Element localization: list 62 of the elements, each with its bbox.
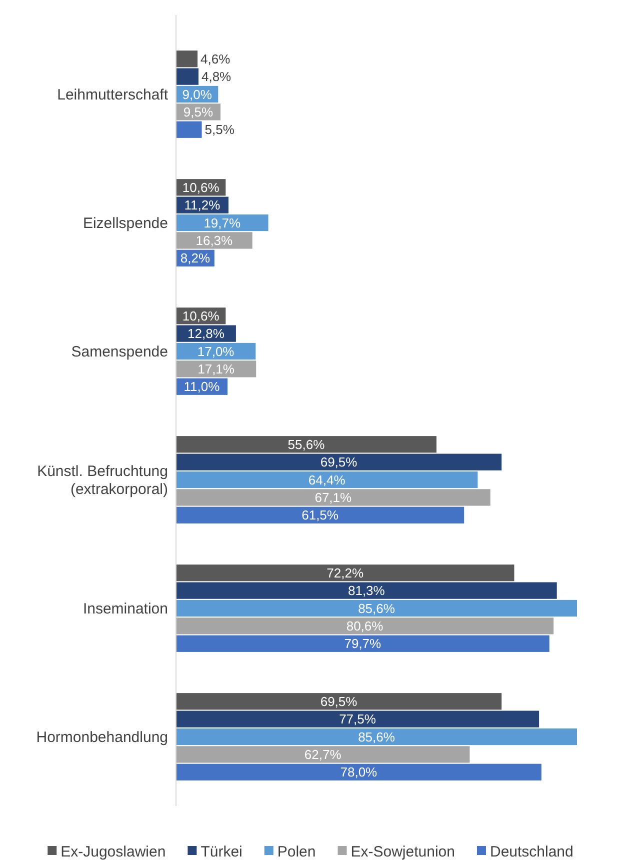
y-tick-label: Künstl. Befruchtung (extrakorporal) [37, 463, 168, 498]
data-label: 72,2% [326, 565, 364, 580]
bar [176, 454, 502, 470]
bar [176, 746, 470, 763]
bar [176, 635, 550, 652]
data-label: 5,5% [204, 122, 235, 138]
data-label: 79,7% [344, 636, 382, 652]
legend-label: Ex-Sowjetunion [350, 843, 455, 860]
data-label: 81,3% [348, 583, 386, 598]
bar [176, 728, 577, 746]
bar [176, 68, 198, 85]
y-tick-label: Insemination [82, 600, 168, 618]
data-label: 19,7% [204, 215, 242, 230]
bar [176, 618, 554, 634]
data-label: 10,6% [182, 180, 220, 195]
data-label: 55,6% [288, 436, 326, 452]
y-tick-label: Hormonbehandlung [36, 729, 168, 746]
data-label: 67,1% [314, 490, 352, 505]
data-label: 17,1% [198, 361, 235, 376]
bar [176, 710, 540, 728]
legend-label: Türkei [200, 843, 242, 860]
bar [176, 471, 478, 488]
legend-label: Deutschland [490, 843, 574, 860]
data-label: 11,2% [184, 198, 221, 213]
data-label: 77,5% [339, 712, 376, 727]
data-label: 62,7% [304, 746, 342, 762]
y-tick-label: Leihmutterschaft [57, 86, 169, 104]
bar [176, 489, 490, 506]
data-label: 4,8% [201, 69, 232, 84]
data-label: 69,5% [320, 694, 358, 709]
bar [176, 564, 514, 582]
bar [176, 506, 464, 524]
bar [176, 693, 502, 710]
data-label: 11,0% [184, 379, 220, 394]
bar [176, 50, 198, 68]
data-label: 9,0% [182, 86, 212, 102]
data-label: 12,8% [188, 326, 225, 342]
bar [176, 360, 256, 378]
bar [176, 436, 436, 453]
y-tick-label: Eizellspende [82, 215, 168, 232]
bar [176, 232, 252, 249]
bar [176, 600, 577, 617]
bar [176, 121, 202, 138]
bar [176, 214, 268, 232]
bar [176, 582, 557, 599]
legend-label: Ex-Jugoslawien [60, 843, 166, 860]
bar [176, 764, 542, 780]
data-label: 10,6% [182, 308, 220, 324]
data-label: 69,5% [320, 454, 358, 470]
data-label: 85,6% [358, 600, 396, 616]
y-tick-label: Samenspende [71, 344, 168, 360]
data-label: 16,3% [196, 232, 234, 248]
data-label: 8,2% [180, 250, 210, 266]
data-label: 9,5% [183, 104, 214, 120]
data-label: 85,6% [358, 729, 396, 744]
data-label: 17,0% [197, 344, 235, 359]
data-label: 78,0% [340, 764, 378, 780]
data-label: 4,6% [200, 51, 231, 66]
data-label: 61,5% [302, 508, 339, 523]
data-label: 80,6% [346, 618, 384, 634]
legend-label: Polen [277, 843, 316, 860]
data-label: 64,4% [308, 472, 346, 488]
